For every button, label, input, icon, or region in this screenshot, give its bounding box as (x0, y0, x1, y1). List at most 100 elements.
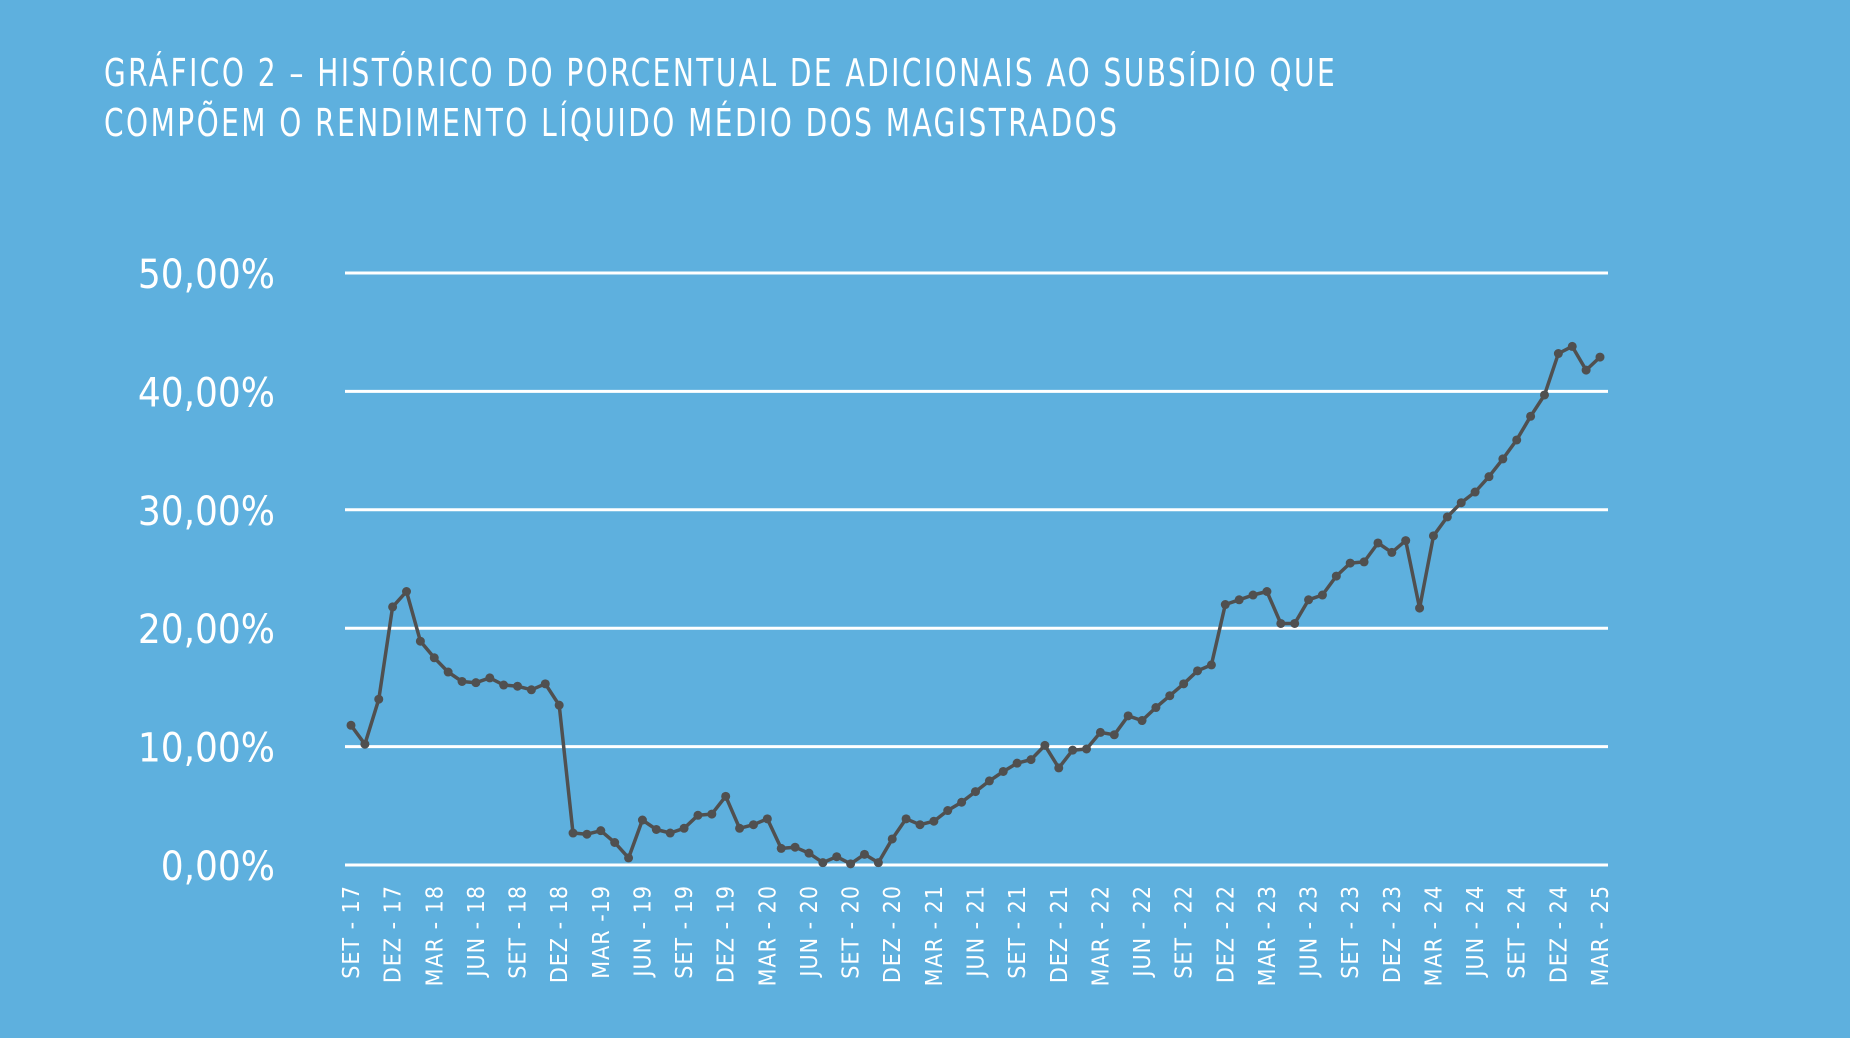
data-point (1345, 558, 1355, 568)
data-point (457, 676, 467, 686)
data-point (1567, 341, 1577, 351)
x-tick-label: DEZ - 22 (1213, 885, 1239, 983)
x-tick-label: DEZ - 18 (547, 885, 573, 983)
data-point (360, 739, 370, 749)
data-point (943, 806, 953, 816)
data-point (915, 820, 925, 830)
data-point (1276, 618, 1286, 628)
data-point (651, 824, 661, 834)
data-point (721, 791, 731, 801)
data-point (1262, 586, 1272, 596)
data-point (748, 820, 758, 830)
data-point (1290, 618, 1300, 628)
data-point (873, 858, 883, 868)
data-point (762, 814, 772, 824)
x-tick-label: JUN - 22 (1130, 885, 1156, 979)
data-point (1526, 411, 1536, 421)
data-point (526, 685, 536, 695)
data-point (693, 810, 703, 820)
data-point (499, 680, 509, 690)
data-point (596, 826, 606, 836)
grid-lines (345, 271, 1608, 867)
data-point (1317, 590, 1327, 600)
x-tick-label: MAR - 23 (1255, 885, 1281, 986)
data-point (1193, 666, 1203, 676)
data-point (1387, 547, 1397, 557)
data-point (1012, 758, 1022, 768)
x-tick-label: DEZ - 17 (381, 885, 407, 983)
data-point (1470, 487, 1480, 497)
y-tick-label: 30,00% (138, 489, 275, 535)
data-point (374, 694, 384, 704)
x-tick-label: SET - 20 (839, 885, 865, 979)
x-tick-label: MAR - 24 (1421, 885, 1447, 986)
x-tick-label: DEZ - 19 (714, 885, 740, 983)
x-tick-label: DEZ - 24 (1546, 885, 1572, 983)
data-point (665, 828, 675, 838)
y-tick-label: 10,00% (138, 726, 275, 772)
x-tick-label: SET - 23 (1338, 885, 1364, 979)
data-point (1026, 755, 1036, 765)
data-point (846, 859, 856, 869)
data-point (402, 586, 412, 596)
x-tick-label: MAR - 20 (755, 885, 781, 986)
x-tick-label: JUN - 19 (630, 885, 656, 979)
data-point (1179, 679, 1189, 689)
x-tick-label: JUN - 24 (1463, 885, 1489, 979)
data-point (637, 815, 647, 825)
data-point (1512, 435, 1522, 445)
data-point (346, 720, 356, 730)
data-point (554, 700, 564, 710)
x-tick-label: MAR - 18 (422, 885, 448, 986)
data-point (471, 678, 481, 688)
data-point (624, 853, 634, 863)
data-point (1206, 660, 1216, 670)
x-tick-label: SET - 21 (1005, 885, 1031, 979)
x-tick-label: SET - 24 (1505, 885, 1531, 979)
chart-title: Gráfico 2 – Histórico do porcentual de a… (104, 51, 1338, 145)
data-point (415, 636, 425, 646)
x-tick-label: JUN - 18 (464, 885, 490, 979)
data-point (1151, 703, 1161, 713)
data-point (818, 858, 828, 868)
x-tick-label: JUN - 23 (1297, 885, 1323, 979)
y-tick-label: 40,00% (138, 370, 275, 416)
data-point (429, 653, 439, 663)
data-point (1401, 536, 1411, 546)
data-point (776, 843, 786, 853)
data-point (1123, 711, 1133, 721)
x-tick-label: MAR - 25 (1588, 885, 1614, 986)
data-point (707, 809, 717, 819)
data-point (1442, 512, 1452, 522)
data-point (984, 776, 994, 786)
y-tick-label: 0,00% (161, 844, 275, 890)
data-point (513, 681, 523, 691)
data-point (735, 823, 745, 833)
data-point (582, 829, 592, 839)
series-line (349, 344, 1602, 866)
data-point (610, 838, 620, 848)
data-point (1220, 600, 1230, 610)
data-point (790, 842, 800, 852)
x-tick-label: DEZ - 23 (1380, 885, 1406, 983)
y-tick-label: 20,00% (138, 607, 275, 653)
data-point (485, 673, 495, 683)
y-tick-label: 50,00% (138, 252, 275, 298)
data-point (1304, 595, 1314, 605)
x-tick-label: SET - 18 (506, 885, 532, 979)
data-point (1484, 472, 1494, 482)
data-point (1553, 349, 1563, 359)
data-point (804, 848, 814, 858)
data-point (887, 834, 897, 844)
data-point (679, 823, 689, 833)
x-tick-label: JUN - 20 (797, 885, 823, 979)
data-point (1040, 740, 1050, 750)
data-point (388, 602, 398, 612)
series-points (346, 341, 1605, 869)
data-point (1165, 691, 1175, 701)
x-axis-tick-labels: SET - 17 DEZ - 17 MAR - 18 JUN - 18 SET - 18… (339, 885, 1614, 986)
data-point (1109, 730, 1119, 740)
data-point (1359, 557, 1369, 567)
data-point (1331, 571, 1341, 581)
